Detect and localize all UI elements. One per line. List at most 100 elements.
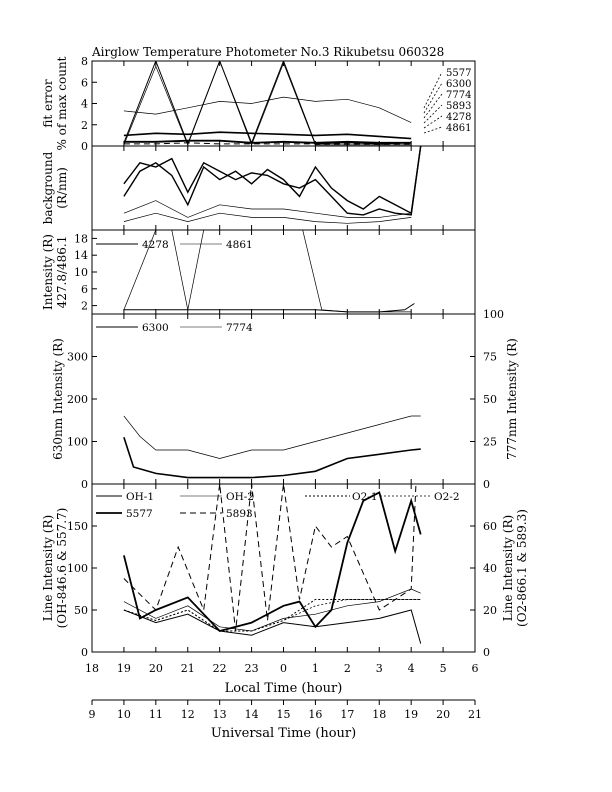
y-tick-label: 14: [74, 249, 88, 262]
y-right-tick-label: 25: [483, 436, 497, 449]
series-line-series-1: [123, 146, 422, 215]
y-tick-label: 8: [81, 55, 88, 68]
x-local-tick-label: 18: [85, 662, 99, 675]
y-tick-label: 0: [81, 140, 88, 153]
y-tick-label: 10: [74, 266, 88, 279]
legend-leader: [423, 104, 443, 124]
x-ut-tick-label: 18: [372, 708, 386, 721]
legend-leader: [423, 82, 443, 114]
y-axis-label: (OH-846.6 & 557.7): [55, 508, 69, 629]
legend-label: O2-1: [352, 491, 378, 503]
y-right-tick-label: 100: [483, 308, 504, 321]
series-line-o2-2: [123, 599, 421, 632]
y-axis-label: (R/nm): [55, 167, 69, 209]
panel-1: 0 2 4 6 8 fit error% of max count 557763007774…: [41, 55, 476, 153]
panel-3: 2 6 10 14 18 Intensity (R) 427.8/486.1 4278 4861: [41, 229, 476, 315]
legend-leader: [423, 93, 443, 119]
series-line-4861: [123, 61, 412, 146]
x-ut-tick-label: 17: [340, 708, 354, 721]
y-axis-label-right: 777nm Intensity (R): [505, 338, 519, 460]
x-ut-tick-label: 21: [468, 708, 482, 721]
y-right-tick-label: 75: [483, 351, 497, 364]
x-ut-tick-label: 20: [436, 708, 450, 721]
legend-label: OH-1: [126, 491, 154, 503]
y-tick-label: 6: [81, 283, 88, 296]
series-line-series-3: [123, 200, 412, 218]
y-tick-label: 150: [67, 520, 88, 533]
panel-2: background (R/nm): [41, 145, 476, 231]
x-local-tick-label: 1: [312, 662, 319, 675]
series-line-5577: [123, 139, 412, 144]
legend-leader: [423, 115, 443, 129]
series-line-5577: [123, 491, 422, 633]
x-ut-tick-label: 14: [245, 708, 259, 721]
y-axis-label: % of max count: [55, 56, 69, 150]
series-line-4861: [123, 230, 412, 313]
legend-label: 4278: [142, 239, 169, 251]
series-line-4278: [123, 303, 415, 313]
y-axis-label: fit error: [41, 79, 55, 127]
series-group: [123, 415, 421, 479]
y-axis-label-right: Line Intensity (R): [501, 515, 515, 621]
y-right-tick-label: 50: [483, 393, 497, 406]
series-line-series-4: [123, 212, 412, 224]
legend-label: OH-2: [226, 491, 254, 503]
y-tick-label: 18: [74, 232, 88, 245]
x-local-tick-label: 21: [181, 662, 195, 675]
legend-label: 7774: [226, 322, 253, 334]
x-local-tick-label: 20: [149, 662, 163, 675]
y-tick-label: 4: [81, 98, 88, 111]
legend-label: 6300: [142, 322, 169, 334]
series-line-6300: [123, 437, 421, 479]
y-right-tick-label: 20: [483, 604, 497, 617]
series-line-7774: [123, 415, 421, 459]
y-tick-label: 300: [67, 351, 88, 364]
x-local-tick-label: 23: [245, 662, 259, 675]
y-axis-label-right: (O2-866.1 & 589.3): [515, 509, 529, 627]
panel-frame: [91, 313, 476, 485]
y-tick-label: 100: [67, 436, 88, 449]
series-line-oh-2: [123, 588, 421, 632]
y-axis-label: 630nm Intensity (R): [51, 338, 65, 460]
series-line-5893: [123, 142, 412, 145]
legend-leader: [423, 126, 443, 134]
legend-label: 5577: [126, 508, 153, 520]
x-local-tick-label: 6: [472, 662, 479, 675]
x-ut-tick-label: 9: [89, 708, 96, 721]
series-line-4278: [123, 61, 412, 146]
legend-label: 5893: [446, 101, 471, 112]
y-tick-label: 200: [67, 393, 88, 406]
x-ut-tick-label: 12: [181, 708, 195, 721]
series-line-5893: [123, 484, 417, 632]
y-tick-label: 2: [81, 300, 88, 313]
x-ut-tick-label: 16: [308, 708, 322, 721]
series-line-oh-1: [123, 609, 422, 644]
y-tick-label: 0: [81, 646, 88, 659]
series-line-6300: [123, 131, 412, 140]
y-axis-label: 427.8/486.1: [55, 236, 69, 309]
y-tick-label: 6: [81, 76, 88, 89]
x-local-tick-label: 2: [344, 662, 351, 675]
y-axis-label: Line Intensity (R): [41, 515, 55, 621]
series-group: [123, 61, 412, 146]
y-tick-label: 100: [67, 562, 88, 575]
y-right-tick-label: 0: [483, 478, 490, 491]
x-ut-tick-label: 15: [277, 708, 291, 721]
legend-label: 4861: [446, 123, 471, 134]
x-ut-tick-label: 13: [213, 708, 227, 721]
y-tick-label: 0: [81, 478, 88, 491]
legend-label: 4861: [226, 239, 253, 251]
y-right-tick-label: 40: [483, 562, 497, 575]
y-axis-label: Intensity (R): [41, 234, 55, 310]
legend-label: 5577: [446, 68, 471, 79]
x-local-tick-label: 4: [408, 662, 415, 675]
series-group: [123, 146, 422, 224]
y-tick-label: 2: [81, 119, 88, 132]
x-local-tick-label: 22: [213, 662, 227, 675]
chart-title: Airglow Temperature Photometer No.3 Riku…: [91, 45, 444, 59]
x-ut-tick-label: 19: [404, 708, 418, 721]
